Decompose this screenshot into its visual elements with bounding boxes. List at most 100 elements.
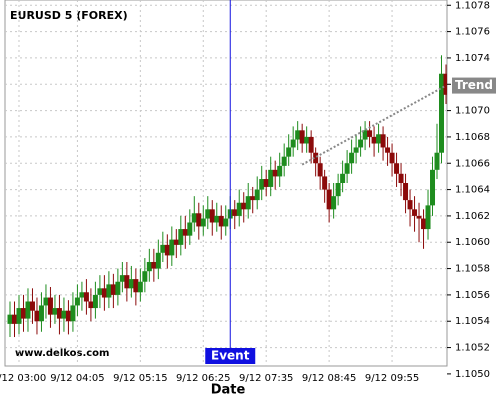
candle-body: [407, 200, 413, 210]
candle-body: [151, 261, 157, 269]
chart-title: EURUSD 5 (FOREX): [10, 9, 128, 22]
event-label: Event: [211, 349, 250, 363]
event-label-box: [205, 348, 256, 364]
candle-body: [115, 281, 121, 295]
candle-body: [304, 136, 310, 144]
x-tick-label: 9/12 08:45: [302, 373, 356, 384]
y-tick-label: 1.1068: [455, 132, 490, 143]
candle-body: [358, 139, 364, 148]
trend-label: Trend: [455, 78, 493, 92]
candle-body: [380, 134, 386, 148]
candle-body: [29, 301, 35, 311]
candle-body: [313, 152, 319, 164]
candle-body: [52, 308, 58, 315]
candle-body: [398, 173, 404, 183]
candle-body: [155, 252, 161, 269]
candle-body: [259, 179, 265, 190]
candle-body: [205, 209, 211, 219]
candle-body: [403, 183, 409, 201]
candle-body: [416, 215, 422, 219]
candle-body: [88, 301, 94, 309]
candle-body: [254, 189, 260, 201]
candle-body: [128, 279, 134, 289]
candle-body: [317, 163, 323, 177]
candle-body: [335, 183, 341, 197]
trend-label-box: [452, 77, 496, 94]
candle-body: [421, 218, 427, 230]
x-axis-label: Date: [211, 383, 246, 398]
candle-body: [223, 218, 229, 227]
plot: [7, 55, 447, 338]
y-tick-label: 1.1066: [455, 158, 490, 169]
candle-body: [272, 169, 278, 177]
trend-line: [301, 84, 447, 166]
candle-body: [367, 130, 373, 137]
y-tick-label: 1.1076: [455, 27, 490, 38]
candle-body: [263, 179, 269, 187]
candle-body: [92, 294, 98, 309]
candle-body: [38, 305, 44, 322]
candle-body: [83, 292, 89, 302]
candle-body: [25, 301, 31, 319]
candle-body: [331, 196, 337, 210]
candle-body: [389, 152, 395, 164]
candle-body: [394, 163, 400, 174]
candle-body: [191, 213, 197, 223]
candle-body: [218, 215, 224, 227]
x-tick-label: 9/12 03:00: [0, 373, 46, 384]
candle-body: [187, 222, 193, 236]
candle-body: [182, 229, 188, 236]
plot-frame: [4, 0, 448, 367]
candle-body: [250, 196, 256, 201]
candle-body: [322, 176, 328, 190]
x-tick-label: 9/12 07:35: [239, 373, 293, 384]
watermark: www.delkos.com: [15, 348, 109, 359]
candle-body: [299, 130, 305, 144]
candle-body: [124, 275, 130, 289]
y-tick-label: 1.1064: [455, 185, 490, 196]
candle-body: [385, 147, 391, 153]
y-tick-label: 1.1074: [455, 53, 490, 64]
candle-body: [439, 73, 445, 153]
candle-body: [133, 279, 139, 293]
x-tick-label: 9/12 09:55: [365, 373, 419, 384]
candle-body: [245, 196, 251, 210]
y-tick-label: 1.1050: [455, 369, 490, 380]
candle-body: [16, 308, 22, 324]
candle-body: [241, 202, 247, 210]
y-tick-label: 1.1058: [455, 264, 490, 275]
candle-body: [412, 209, 418, 216]
candle-body: [119, 275, 125, 282]
x-tick-label: 9/12 05:15: [113, 373, 167, 384]
x-tick-label: 9/12 04:05: [50, 373, 104, 384]
y-tick-label: 1.1062: [455, 211, 490, 222]
candle-body: [173, 239, 179, 245]
candle-body: [362, 130, 368, 140]
y-tick-label: 1.1054: [455, 316, 490, 327]
candle-body: [65, 310, 71, 322]
candle-body: [110, 284, 116, 295]
candle-body: [236, 202, 242, 216]
candle-body: [308, 136, 314, 153]
candle-body: [70, 305, 76, 322]
candle-body: [101, 288, 107, 298]
candle-body: [34, 310, 40, 322]
candle-body: [47, 297, 53, 315]
candle-body: [340, 173, 346, 183]
candle-body: [20, 308, 26, 319]
candle-body: [286, 147, 292, 157]
candle-body: [371, 136, 377, 144]
candle-body: [79, 292, 85, 298]
candle-body: [349, 152, 355, 164]
candle-body: [106, 284, 112, 298]
candle-body: [209, 209, 215, 223]
candle-body: [376, 134, 382, 144]
candle-body: [178, 229, 184, 245]
candle-body: [443, 73, 447, 95]
candle-body: [353, 147, 359, 153]
candle-body: [200, 218, 206, 227]
candle-body: [146, 261, 152, 272]
candle-body: [169, 239, 175, 256]
candle-body: [196, 213, 202, 227]
